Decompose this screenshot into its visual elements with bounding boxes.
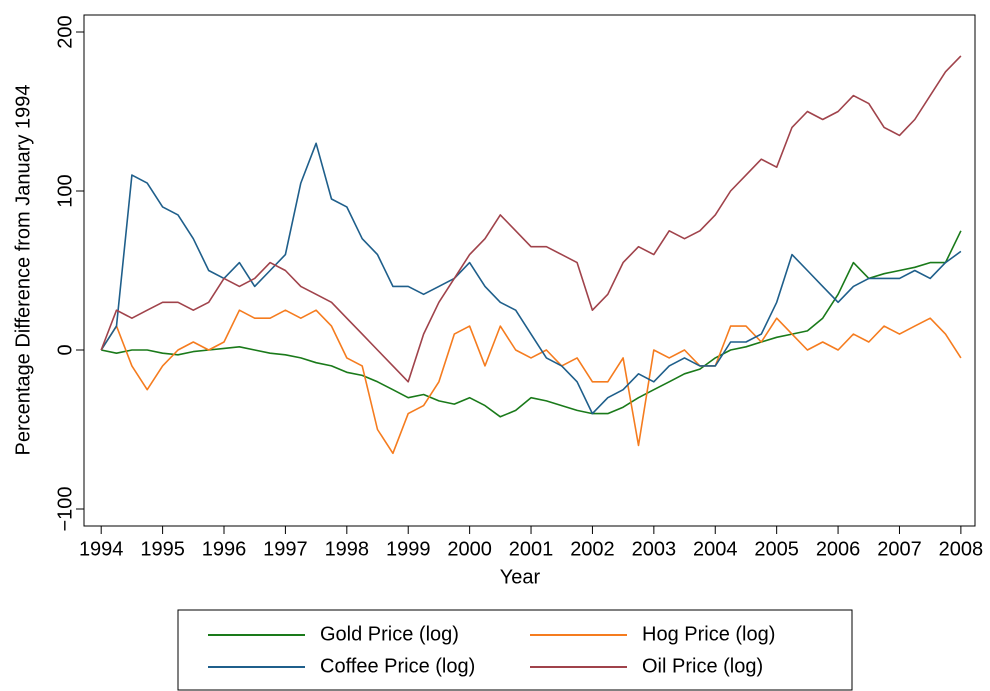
legend-label: Hog Price (log) bbox=[642, 623, 775, 645]
y-axis-label: Percentage Difference from January 1994 bbox=[12, 85, 34, 456]
y-tick-label: 0 bbox=[54, 344, 76, 355]
x-tick-label: 2004 bbox=[693, 538, 738, 560]
x-axis-label: Year bbox=[500, 566, 541, 588]
x-tick-label: 2005 bbox=[754, 538, 799, 560]
x-tick-label: 2003 bbox=[632, 538, 677, 560]
series-line bbox=[101, 230, 962, 418]
legend-label: Coffee Price (log) bbox=[320, 655, 475, 677]
x-tick-label: 1997 bbox=[263, 538, 308, 560]
legend-box bbox=[177, 609, 853, 691]
x-tick-label: 1994 bbox=[79, 538, 124, 560]
y-tick-label: −100 bbox=[54, 486, 76, 531]
series-line bbox=[100, 142, 962, 415]
x-tick-label: 1996 bbox=[202, 538, 247, 560]
x-tick-label: 2008 bbox=[939, 538, 984, 560]
x-tick-label: 2002 bbox=[570, 538, 615, 560]
y-tick-label: 100 bbox=[54, 174, 76, 207]
x-tick-label: 2007 bbox=[877, 538, 922, 560]
x-tick-label: 1999 bbox=[386, 538, 431, 560]
x-tick-label: 2000 bbox=[447, 538, 492, 560]
plot-frame bbox=[83, 14, 976, 527]
x-tick-label: 1998 bbox=[325, 538, 370, 560]
y-tick-label: 200 bbox=[54, 15, 76, 48]
legend-label: Gold Price (log) bbox=[320, 623, 459, 645]
x-tick-label: 2006 bbox=[816, 538, 861, 560]
x-tick-label: 1995 bbox=[140, 538, 185, 560]
legend-label: Oil Price (log) bbox=[642, 655, 763, 677]
x-tick-label: 2001 bbox=[509, 538, 554, 560]
series-line bbox=[100, 55, 962, 383]
series-line bbox=[100, 309, 962, 455]
